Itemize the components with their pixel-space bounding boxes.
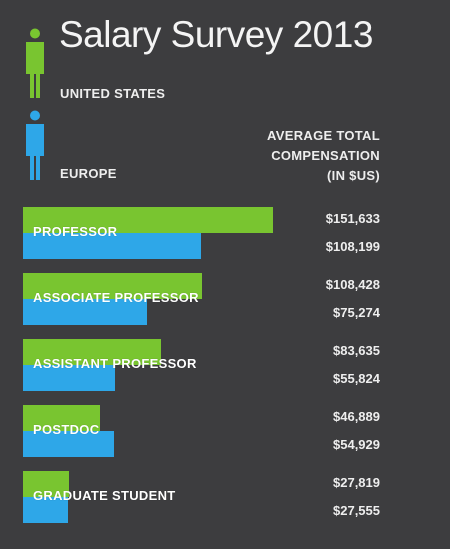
category-label: ASSISTANT PROFESSOR bbox=[33, 356, 197, 371]
bar-us bbox=[23, 273, 202, 299]
category-label: PROFESSOR bbox=[33, 224, 118, 239]
value-label-eu: $54,929 bbox=[333, 437, 380, 452]
legend-label-eu: EUROPE bbox=[60, 166, 117, 181]
value-label-us: $46,889 bbox=[333, 409, 380, 424]
chart-title: Salary Survey 2013 bbox=[59, 14, 373, 55]
column-header-line: AVERAGE TOTAL bbox=[267, 128, 380, 143]
bar-eu bbox=[23, 431, 114, 457]
value-label-eu: $108,199 bbox=[325, 239, 380, 254]
column-header: AVERAGE TOTAL COMPENSATION (IN $US) bbox=[230, 126, 380, 186]
value-label-eu: $75,274 bbox=[333, 305, 380, 320]
bar-us bbox=[23, 471, 69, 497]
legend-label-us: UNITED STATES bbox=[60, 86, 166, 101]
value-label-us: $151,633 bbox=[325, 211, 380, 226]
category-label: ASSOCIATE PROFESSOR bbox=[33, 290, 199, 305]
bar-us bbox=[23, 207, 273, 233]
value-label-eu: $27,555 bbox=[333, 503, 380, 518]
category-label: POSTDOC bbox=[33, 422, 100, 437]
bar-eu bbox=[23, 233, 201, 259]
bar-eu bbox=[23, 497, 68, 523]
category-label: GRADUATE STUDENT bbox=[33, 488, 176, 503]
column-header-line: COMPENSATION bbox=[271, 148, 380, 163]
person-icon-us bbox=[26, 28, 44, 98]
bar-us bbox=[23, 405, 100, 431]
value-label-eu: $55,824 bbox=[333, 371, 380, 386]
value-label-us: $108,428 bbox=[325, 277, 380, 292]
value-label-us: $27,819 bbox=[333, 475, 380, 490]
bar-us bbox=[23, 339, 161, 365]
person-icon-eu bbox=[26, 110, 44, 180]
bar-eu bbox=[23, 299, 147, 325]
column-header-line: (IN $US) bbox=[327, 168, 380, 183]
value-label-us: $83,635 bbox=[333, 343, 380, 358]
bar-eu bbox=[23, 365, 115, 391]
